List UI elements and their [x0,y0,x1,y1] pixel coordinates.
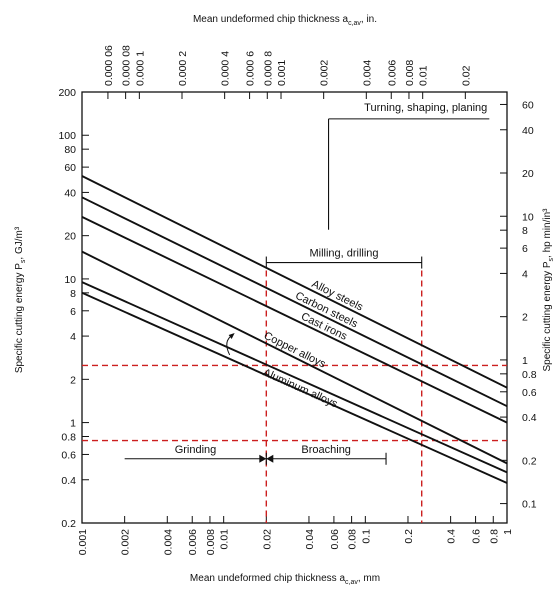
right-axis-title: Specific cutting energy Ps, hp min/in³ [542,208,555,372]
x-tick-label: 0.02 [261,529,273,550]
y2-tick-label: 60 [522,99,534,111]
x2-tick-label: 0.004 [361,60,373,86]
y2-tick-label: 0.8 [522,369,537,381]
x2-tick-label: 0.000 06 [103,45,115,86]
x2-tick-label: 0.002 [319,60,331,86]
series-line [81,175,508,389]
x-tick-label: 0.01 [219,529,231,550]
range-label-milling: Milling, drilling [309,248,378,260]
y-axis-title: Specific cutting energy Ps, GJ/m³ [14,226,27,373]
y-tick-label: 2 [70,374,76,386]
range-label-turning: Turning, shaping, planing [364,102,487,114]
x-tick-label: 0.002 [120,529,132,555]
x2-tick-label: 0.02 [460,65,472,86]
x2-tick-label: 0.000 1 [134,51,146,86]
series-line [81,216,508,424]
y-tick-label: 40 [64,187,76,199]
y2-tick-label: 1 [522,355,528,367]
range-arrowhead [259,454,267,463]
x-tick-label: 0.04 [304,529,316,550]
y-tick-label: 0.4 [61,475,76,487]
y-tick-label: 0.2 [61,518,76,530]
x-tick-label: 0.006 [187,529,199,555]
y2-tick-label: 40 [522,125,534,137]
x-tick-label: 0.004 [162,529,174,555]
x2-tick-label: 0.000 08 [121,45,133,86]
y-tick-label: 0.6 [61,449,76,461]
x-tick-label: 0.008 [205,529,217,555]
y2-tick-label: 6 [522,243,528,255]
x2-tick-label: 0.001 [276,60,288,86]
y-tick-label: 4 [70,331,76,343]
y-tick-label: 60 [64,162,76,174]
y-tick-label: 20 [64,231,76,243]
x2-tick-label: 0.006 [386,60,398,86]
y2-tick-label: 10 [522,211,534,223]
x-tick-label: 1 [502,529,514,535]
top-axis-title: Mean undeformed chip thickness ac,av, in… [193,14,377,27]
x-tick-label: 0.2 [403,529,415,544]
y2-tick-label: 2 [522,312,528,324]
y2-tick-label: 8 [522,225,528,237]
x-tick-label: 0.08 [347,529,359,550]
series-label: Copper alloys [262,330,328,371]
x-tick-label: 0.6 [471,529,483,544]
y-tick-label: 200 [58,87,76,99]
x2-tick-label: 0.000 8 [262,51,274,86]
y2-tick-label: 4 [522,268,528,280]
x2-tick-label: 0.000 6 [245,51,257,86]
x-tick-label: 0.1 [360,529,372,544]
y-tick-label: 10 [64,274,76,286]
y-tick-label: 8 [70,288,76,300]
series-line [81,281,508,474]
y2-tick-label: 0.2 [522,455,537,467]
series-line [81,291,508,484]
range-arrowhead [266,454,274,463]
x2-tick-label: 0.008 [404,60,416,86]
series-line [81,250,508,465]
y2-tick-label: 0.1 [522,499,537,511]
y2-tick-label: 20 [522,168,534,180]
x-tick-label: 0.06 [329,529,341,550]
x-tick-label: 0.001 [77,529,89,555]
leader-arrowhead [228,332,235,339]
x-tick-label: 0.8 [488,529,500,544]
x2-tick-label: 0.000 4 [220,51,232,86]
y2-tick-label: 0.6 [522,387,537,399]
plot-layer: 0.001 0.002 0.004 0.006 0.008 0.01 0.02 0.04 0.0… [58,45,536,555]
y-tick-label: 100 [58,130,76,142]
y2-tick-label: 0.4 [522,412,537,424]
x-axis-title: Mean undeformed chip thickness ac,av, mm [190,573,380,586]
y-tick-label: 6 [70,306,76,318]
y-tick-label: 0.8 [61,432,76,444]
y-tick-label: 1 [70,418,76,430]
range-label-grinding: Grinding [175,444,217,456]
x2-tick-label: 0.01 [418,65,430,86]
y-tick-label: 80 [64,144,76,156]
x-tick-label: 0.4 [446,529,458,544]
x2-tick-label: 0.000 2 [177,51,189,86]
range-label-broaching: Broaching [301,444,351,456]
series-line [81,196,508,408]
plot-frame [81,91,508,524]
